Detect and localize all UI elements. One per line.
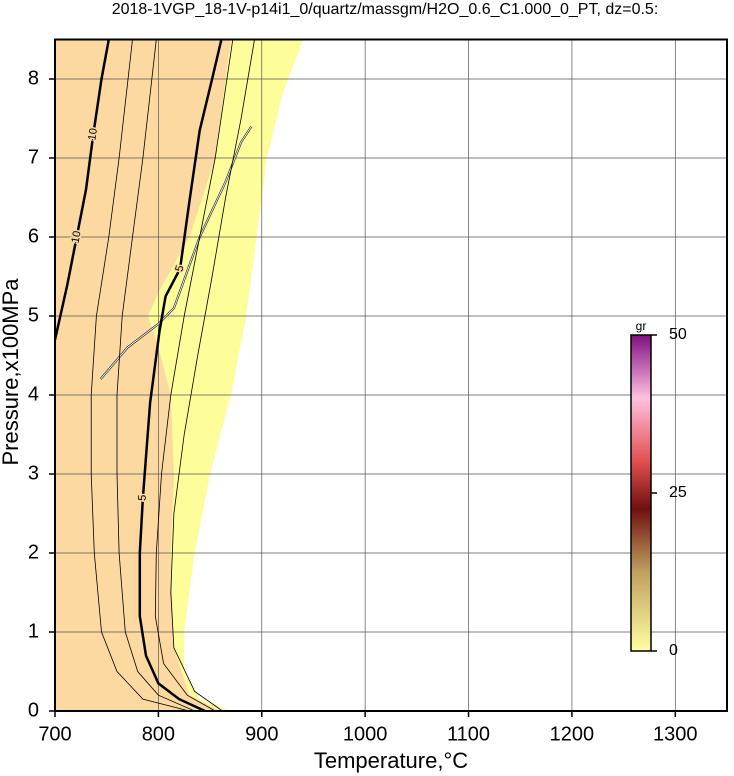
contour-line (90, 39, 190, 711)
x-tick-label: 1300 (653, 723, 698, 745)
y-tick-label: 8 (28, 67, 39, 89)
plot-frame (54, 38, 728, 712)
phase-boundary (100, 126, 252, 380)
colorbar-tick-label: 25 (669, 484, 687, 501)
contour-line (116, 39, 195, 711)
x-tick-label: 800 (142, 723, 175, 745)
colorbar-label: gr (636, 319, 647, 333)
contour-label: 10 (70, 230, 84, 244)
plot-area: 10 10 5 5 (55, 39, 727, 711)
contour-line (138, 39, 223, 711)
colorbar-tick-label: 0 (669, 642, 678, 659)
contour-line (154, 39, 234, 711)
colorbar-tick-label: 50 (669, 326, 687, 343)
contour-line (170, 39, 255, 711)
contour-label: 5 (173, 264, 186, 273)
contour-line (55, 39, 111, 340)
axes: 700 800 900 1000 1100 1200 1300 0 1 2 3 4 5 6 7 8 gr 0 25 5… (28, 38, 728, 745)
chart-title: 2018-1VGP_18-1V-p14i1_0/quartz/massgm/H2… (112, 1, 659, 18)
contour-label: 10 (86, 127, 100, 141)
x-axis-label: Temperature,°C (314, 748, 468, 773)
x-tick-label: 1000 (343, 723, 388, 745)
colorbar (630, 334, 652, 652)
y-tick-label: 5 (28, 304, 39, 326)
region (55, 39, 231, 711)
y-tick-label: 3 (28, 462, 39, 484)
y-tick-label: 2 (28, 541, 39, 563)
y-tick-label: 1 (28, 620, 39, 642)
x-tick-label: 700 (38, 723, 71, 745)
y-axis-label: Pressure,x100MPa (0, 278, 23, 466)
y-tick-label: 7 (28, 146, 39, 168)
y-tick-label: 6 (28, 225, 39, 247)
x-tick-label: 1200 (550, 723, 595, 745)
y-tick-label: 0 (28, 699, 39, 721)
x-tick-label: 900 (245, 723, 278, 745)
y-tick-label: 4 (28, 383, 39, 405)
contour-label: 5 (137, 494, 149, 501)
x-tick-label: 1100 (447, 723, 490, 745)
